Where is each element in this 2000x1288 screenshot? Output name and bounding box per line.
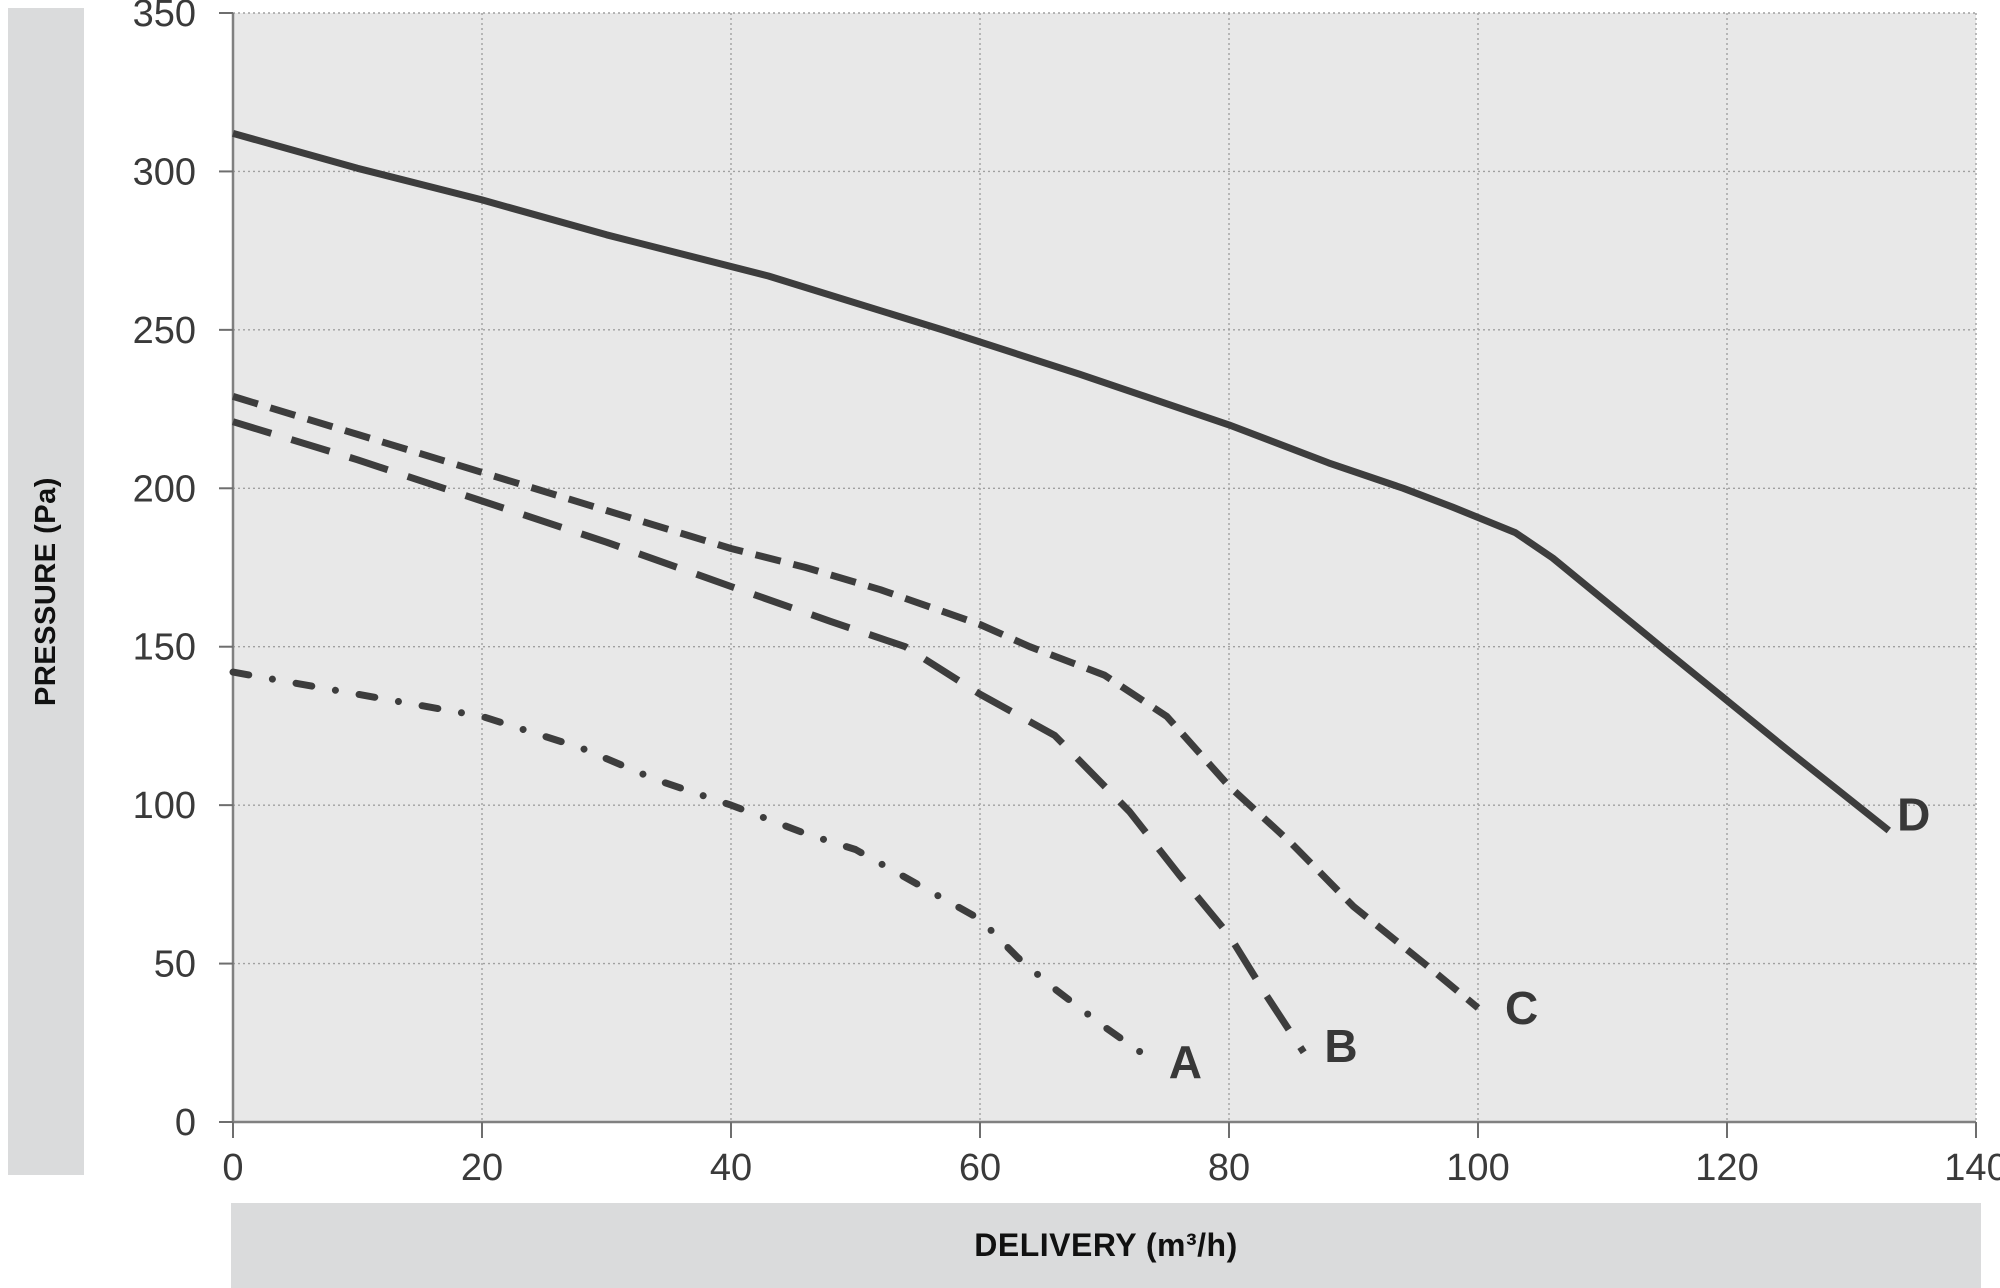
curve-label-B: B: [1324, 1020, 1357, 1072]
y-tick-label-200: 200: [133, 468, 196, 510]
y-tick-label-0: 0: [175, 1102, 196, 1144]
curve-A: [229, 668, 1158, 1066]
plot-background: [233, 13, 1976, 1122]
curve-label-C: C: [1505, 982, 1538, 1034]
x-tick-label-80: 80: [1208, 1147, 1250, 1189]
x-tick-label-120: 120: [1695, 1147, 1758, 1189]
x-tick-label-0: 0: [222, 1147, 243, 1189]
y-tick-label-150: 150: [133, 627, 196, 669]
x-tick-label-20: 20: [461, 1147, 503, 1189]
y-tick-label-250: 250: [133, 310, 196, 352]
x-axis-title: DELIVERY (m³/h): [974, 1227, 1238, 1263]
x-tick-label-40: 40: [710, 1147, 752, 1189]
y-axis-title-band: PRESSURE (Pa): [8, 8, 84, 1175]
x-axis-title-band: DELIVERY (m³/h): [231, 1203, 1981, 1288]
y-tick-label-100: 100: [133, 785, 196, 827]
x-tick-label-140: 140: [1944, 1147, 2000, 1189]
x-tick-label-100: 100: [1446, 1147, 1509, 1189]
x-tick-label-60: 60: [959, 1147, 1001, 1189]
curve-D: [232, 130, 1891, 834]
y-tick-label-50: 50: [154, 944, 196, 986]
y-tick-label-300: 300: [133, 151, 196, 193]
curve-C: [231, 393, 1481, 1011]
curve-label-A: A: [1169, 1036, 1202, 1088]
y-tick-label-350: 350: [133, 0, 196, 35]
curve-label-D: D: [1897, 789, 1930, 841]
curve-B: [231, 418, 1307, 1055]
